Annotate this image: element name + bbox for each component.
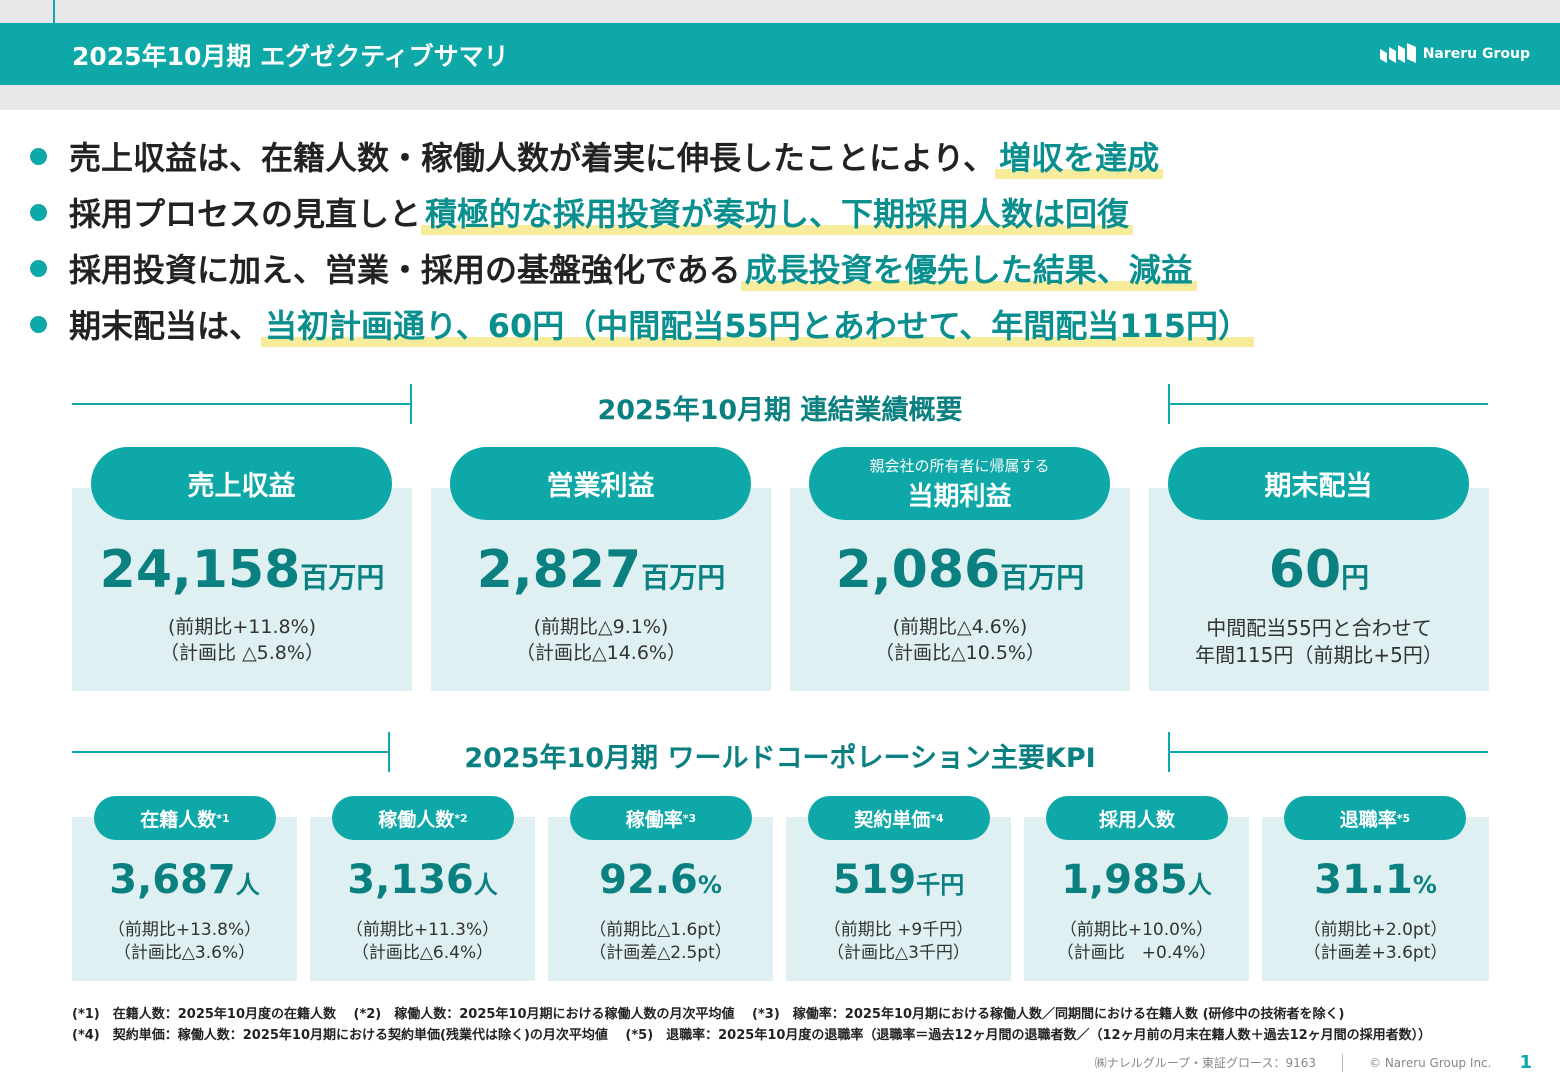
company-listing: ㈱ナレルグループ・東証グロース：9163: [1094, 1056, 1316, 1070]
kpi-line1: （前期比△1.6pt）: [589, 920, 732, 940]
logo-text: Nareru Group: [1422, 46, 1530, 62]
bullet-3: 採用投資に加え、営業・採用の基盤強化である 成長投資を優先した結果、減益: [30, 240, 1254, 296]
kpi-line2: （計画比 +0.4%）: [1056, 943, 1217, 963]
bullet-highlight: 増収を達成: [995, 133, 1164, 179]
card-value: 60円: [1268, 540, 1370, 600]
card-line1: (前期比△9.1%): [533, 616, 669, 638]
divider-tick: [1168, 384, 1170, 424]
consolidated-section-title: 2025年10月期 連結業績概要: [72, 384, 1488, 426]
kpi-card-unit-price: 519千円 （前期比 +9千円） （計画比△3千円）: [786, 817, 1011, 981]
kpi-line2: （計画比△3.6%）: [113, 943, 256, 963]
header-accent-line: [53, 0, 55, 78]
label-pill: 営業利益: [450, 447, 751, 520]
card-line1: (前期比+11.8%): [167, 616, 317, 638]
kpi-pill: 稼働人数 *2: [332, 796, 514, 840]
divider-tick: [410, 384, 412, 424]
divider-tick: [1168, 732, 1170, 772]
card-dividend: 60円 中間配当55円と合わせて 年間115円（前期比+5円）: [1149, 488, 1489, 691]
section-heading: 2025年10月期 連結業績概要: [597, 395, 963, 426]
bullet-2: 採用プロセスの見直しと 積極的な採用投資が奏功し、下期採用人数は回復: [30, 184, 1254, 240]
bullet-text: 売上収益は、在籍人数・稼働人数が着実に伸長したことにより、: [69, 139, 996, 177]
label-pill: 期末配当: [1168, 447, 1469, 520]
divider-tick: [388, 732, 390, 772]
bullet-text: 期末配当は、: [69, 307, 262, 345]
bullet-highlight: 当初計画通り、60円（中間配当55円とあわせて、年間配当115円）: [261, 301, 1254, 347]
card-net-profit: 2,086百万円 (前期比△4.6%) （計画比△10.5%）: [790, 488, 1130, 691]
card-line1: 中間配当55円と合わせて: [1206, 616, 1432, 640]
footnote-2: (*4) 契約単価：稼働人数：2025年10月期における契約単価(残業代は除く)…: [72, 1028, 1432, 1043]
bullet-dot-icon: [30, 315, 47, 333]
bullet-dot-icon: [30, 203, 47, 221]
section-heading: 2025年10月期 ワールドコーポレーション主要KPI: [464, 743, 1096, 774]
card-value: 2,086百万円: [835, 540, 1085, 600]
card-revenue: 24,158百万円 (前期比+11.8%) （計画比 △5.8%）: [72, 488, 412, 691]
kpi-value: 92.6%: [599, 857, 722, 903]
kpi-line1: （前期比 +9千円）: [823, 920, 974, 940]
card-line2: （計画比△10.5%）: [875, 642, 1045, 664]
divider-line: [72, 403, 412, 405]
page-title: 2025年10月期 エグゼクティブサマリ: [72, 42, 509, 71]
kpi-pill: 契約単価 *4: [808, 796, 990, 840]
kpi-line1: （前期比+10.0%）: [1059, 920, 1214, 940]
label-pill: 親会社の所有者に帰属する 当期利益: [809, 447, 1110, 520]
kpi-value: 3,136人: [347, 857, 498, 903]
kpi-card-enrolled: 3,687人 （前期比+13.8%） （計画比△3.6%）: [72, 817, 297, 981]
kpi-card-utilization: 92.6% （前期比△1.6pt） （計画差△2.5pt）: [548, 817, 773, 981]
footnote-1: (*1) 在籍人数：2025年10月度の在籍人数 (*2) 稼働人数：2025年…: [72, 1007, 1345, 1022]
kpi-pill: 採用人数: [1046, 796, 1228, 840]
kpi-line1: （前期比+2.0pt）: [1303, 920, 1448, 940]
divider-line: [1168, 403, 1488, 405]
bullet-text: 採用プロセスの見直しと: [69, 195, 422, 233]
page-number: 1: [1519, 1052, 1532, 1073]
kpi-line2: （計画差+3.6pt）: [1303, 943, 1448, 963]
header-bar: 2025年10月期 エグゼクティブサマリ Nareru Group: [0, 23, 1560, 85]
card-line1: (前期比△4.6%): [892, 616, 1028, 638]
bullet-dot-icon: [30, 259, 47, 277]
kpi-pill: 稼働率 *3: [570, 796, 752, 840]
card-value: 2,827百万円: [476, 540, 726, 600]
page-footer: ㈱ナレルグループ・東証グロース：9163 © Nareru Group Inc.…: [1095, 1052, 1532, 1073]
kpi-value: 31.1%: [1314, 857, 1437, 903]
card-line2: （計画比 △5.8%）: [160, 642, 324, 664]
bullet-dot-icon: [30, 147, 47, 165]
card-line2: （計画比△14.6%）: [516, 642, 686, 664]
kpi-card-hires: 1,985人 （前期比+10.0%） （計画比 +0.4%）: [1024, 817, 1249, 981]
kpi-line2: （計画比△6.4%）: [351, 943, 494, 963]
kpi-value: 519千円: [832, 857, 965, 903]
kpi-value: 1,985人: [1061, 857, 1212, 903]
kpi-value: 3,687人: [109, 857, 260, 903]
bullet-4: 期末配当は、 当初計画通り、60円（中間配当55円とあわせて、年間配当115円）: [30, 296, 1254, 352]
card-line2: 年間115円（前期比+5円）: [1195, 643, 1443, 667]
kpi-card-turnover: 31.1% （前期比+2.0pt） （計画差+3.6pt）: [1262, 817, 1489, 981]
kpi-pill: 退職率 *5: [1284, 796, 1466, 840]
kpi-section-title: 2025年10月期 ワールドコーポレーション主要KPI: [72, 732, 1488, 774]
bullet-1: 売上収益は、在籍人数・稼働人数が着実に伸長したことにより、 増収を達成: [30, 128, 1254, 184]
kpi-line1: （前期比+13.8%）: [107, 920, 262, 940]
label-pill: 売上収益: [91, 447, 392, 520]
footer-separator: [1342, 1053, 1343, 1072]
bullet-highlight: 成長投資を優先した結果、減益: [740, 245, 1197, 291]
bullet-text: 採用投資に加え、営業・採用の基盤強化である: [69, 251, 741, 289]
kpi-line2: （計画比△3千円）: [827, 943, 970, 963]
kpi-line1: （前期比+11.3%）: [345, 920, 500, 940]
kpi-line2: （計画差△2.5pt）: [589, 943, 732, 963]
kpi-card-working: 3,136人 （前期比+11.3%） （計画比△6.4%）: [310, 817, 535, 981]
company-logo: Nareru Group: [1379, 43, 1530, 65]
card-operating-profit: 2,827百万円 (前期比△9.1%) （計画比△14.6%）: [431, 488, 771, 691]
copyright: © Nareru Group Inc.: [1369, 1055, 1492, 1070]
kpi-pill: 在籍人数 *1: [94, 796, 276, 840]
divider-line: [72, 751, 388, 753]
divider-line: [1168, 751, 1488, 753]
nareru-logo-icon: [1379, 43, 1416, 63]
summary-bullets: 売上収益は、在籍人数・稼働人数が着実に伸長したことにより、 増収を達成 採用プロセ…: [30, 128, 1254, 352]
card-value: 24,158百万円: [99, 540, 385, 600]
bullet-highlight: 積極的な採用投資が奏功し、下期採用人数は回復: [421, 189, 1134, 235]
